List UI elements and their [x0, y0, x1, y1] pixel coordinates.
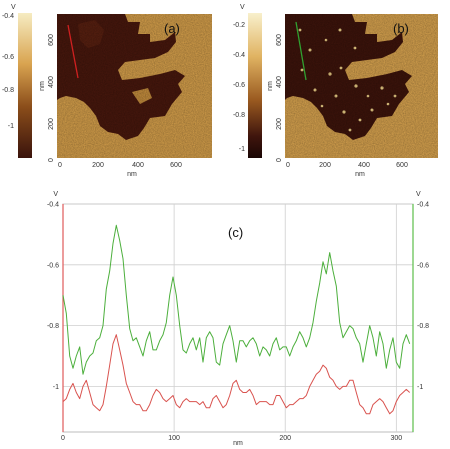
colorbar-a-tick: -1 [8, 123, 14, 130]
y-tick-label-right: -0.4 [417, 202, 429, 209]
y-tick-label-right: -1 [417, 384, 423, 391]
series-layer [62, 224, 411, 415]
panel-b-xlabel: nm [355, 171, 365, 178]
left-axis-unit: V [53, 191, 58, 198]
series-line-2 [62, 334, 411, 415]
panel-b-xtick: 600 [396, 162, 408, 169]
colorbar-a-tick: -0.6 [2, 54, 14, 61]
colorbar-b [248, 13, 262, 158]
colorbar-a-tick: -0.8 [2, 87, 14, 94]
panel-a-xlabel: nm [127, 171, 137, 178]
afm-panel-a: V -0.4 -0.6 -0.8 -1 nm 0 200 400 600 (a)… [2, 4, 212, 178]
colorbar-a-unit: V [11, 4, 16, 11]
series-line-1 [62, 224, 411, 375]
panel-b-ytick: 200 [276, 118, 283, 130]
panel-a-ytick: 600 [48, 34, 55, 46]
y-tick-label-left: -0.4 [47, 202, 59, 209]
panel-a-xtick: 0 [58, 162, 62, 169]
panel-b-xtick: 400 [358, 162, 370, 169]
plot-area [62, 203, 414, 433]
panel-a-label: (a) [164, 21, 180, 36]
chart-c-label: (c) [228, 225, 243, 240]
colorbar-a [18, 13, 32, 158]
panel-a-xtick: 400 [132, 162, 144, 169]
panel-b-ylabel: nm [267, 81, 274, 91]
x-tick-label: 300 [390, 435, 402, 442]
panel-a-ytick: 0 [48, 158, 55, 162]
panel-a-ytick: 200 [48, 118, 55, 130]
panel-b-xtick: 0 [286, 162, 290, 169]
panel-b-label: (b) [393, 21, 409, 36]
panel-a-xtick: 600 [170, 162, 182, 169]
x-tick-label: 0 [61, 435, 65, 442]
panel-a-ytick: 400 [48, 76, 55, 88]
y-tick-label-left: -1 [53, 384, 59, 391]
panel-a-ylabel: nm [39, 81, 46, 91]
y-tick-label-right: -0.6 [417, 262, 429, 269]
panel-b-ytick: 0 [276, 158, 283, 162]
y-ticks-left: -0.4 -0.6 -0.8 -1 [47, 202, 59, 391]
y-tick-label-left: -0.6 [47, 262, 59, 269]
y-tick-label-left: -0.8 [47, 323, 59, 330]
panel-b-ytick: 600 [276, 34, 283, 46]
afm-panel-b: V -0.2 -0.4 -0.6 -0.8 -1 nm 0 200 400 60… [233, 4, 438, 178]
colorbar-b-tick: -1 [239, 146, 245, 153]
afm-scan-line-a [67, 24, 79, 79]
afm-image-a-grain [57, 14, 212, 158]
colorbar-b-unit: V [240, 4, 245, 11]
x-tick-label: 100 [168, 435, 180, 442]
x-ticks: 0 100 200 300 [61, 435, 402, 442]
chart-c-xlabel: nm [233, 440, 243, 447]
profile-chart-c: V V -0.4 -0.6 -0.8 -1 -0.4 -0.6 -0.8 -1 0 100 20… [47, 191, 429, 447]
panel-a-xtick: 200 [92, 162, 104, 169]
colorbar-b-tick: -0.6 [233, 82, 245, 89]
y-ticks-right: -0.4 -0.6 -0.8 -1 [417, 202, 429, 391]
afm-image-b-grain [285, 14, 438, 158]
colorbar-b-tick: -0.8 [233, 112, 245, 119]
panel-b-ytick: 400 [276, 76, 283, 88]
colorbar-a-tick: -0.4 [2, 13, 14, 20]
right-axis-unit: V [416, 191, 421, 198]
y-tick-label-right: -0.8 [417, 323, 429, 330]
afm-scan-line-b [295, 21, 307, 81]
panel-b-xtick: 200 [319, 162, 331, 169]
colorbar-b-tick: -0.4 [233, 52, 245, 59]
colorbar-b-tick: -0.2 [233, 22, 245, 29]
x-tick-label: 200 [279, 435, 291, 442]
